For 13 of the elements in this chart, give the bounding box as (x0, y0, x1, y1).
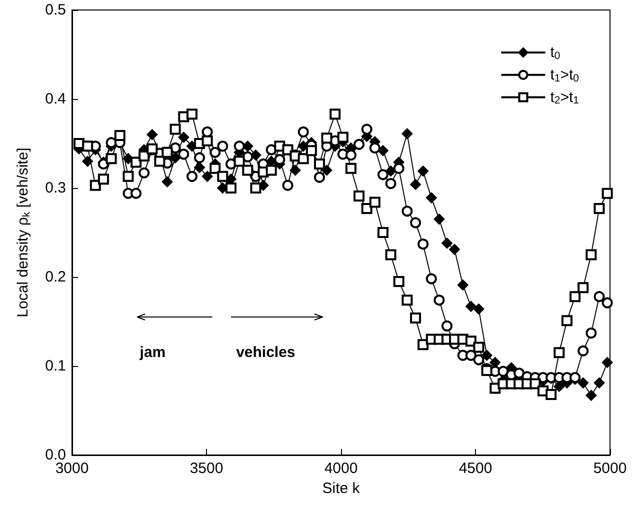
y-axis-title: Local density ρk [veh/site] (14, 148, 32, 318)
x-tick-label: 4500 (458, 460, 492, 477)
x-axis-title: Site k (322, 480, 360, 497)
x-tick-label: 4000 (324, 460, 358, 477)
annotation: vehicles (236, 344, 296, 362)
y-tick-label: 0.3 (45, 180, 66, 196)
y-tick-label: 0.2 (45, 268, 66, 286)
annotation: jam (138, 344, 166, 362)
y-tick-label: 0.4 (45, 90, 66, 108)
y-tick-label: 0.1 (45, 358, 66, 374)
y-tick-label: 0.5 (45, 2, 66, 18)
x-tick-label: 3500 (190, 460, 224, 477)
x-tick-label: 5000 (593, 460, 627, 477)
